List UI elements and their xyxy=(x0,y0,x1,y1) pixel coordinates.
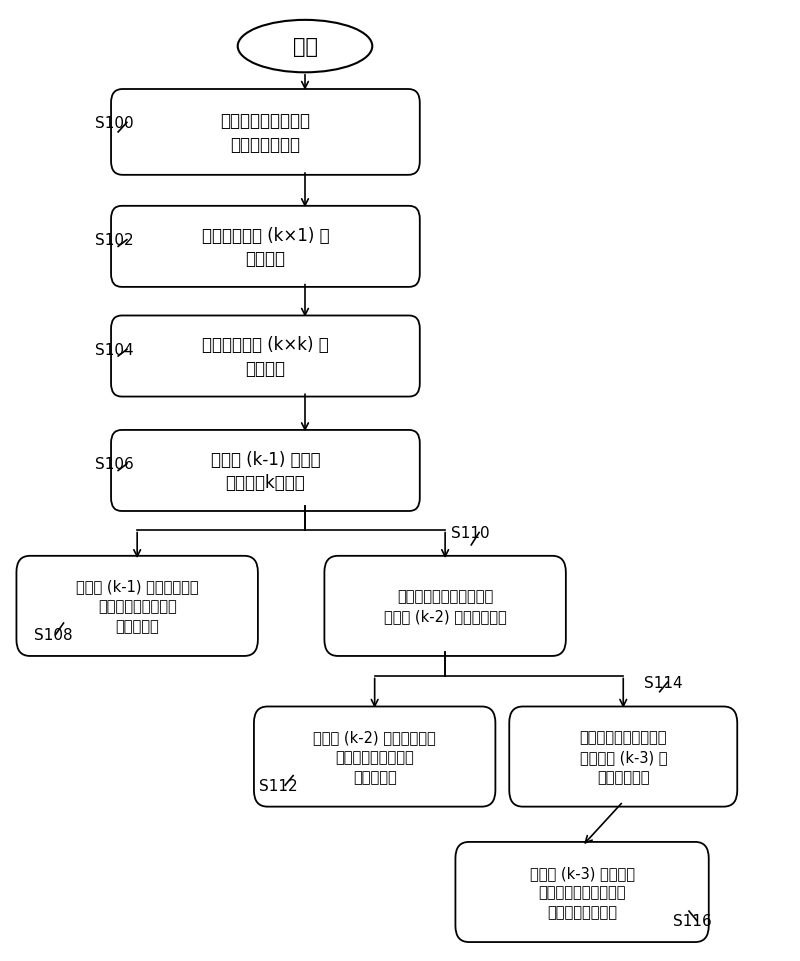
Text: S110: S110 xyxy=(451,526,490,540)
Text: 设定一记忆空间用以
储存一位置命令: 设定一记忆空间用以 储存一位置命令 xyxy=(221,112,310,154)
FancyBboxPatch shape xyxy=(111,316,420,397)
FancyBboxPatch shape xyxy=(111,431,420,511)
FancyBboxPatch shape xyxy=(17,556,258,656)
Text: S108: S108 xyxy=(34,628,73,642)
Text: 开始: 开始 xyxy=(293,37,318,57)
FancyBboxPatch shape xyxy=(111,207,420,287)
Text: S114: S114 xyxy=(644,675,682,690)
FancyBboxPatch shape xyxy=(455,842,709,942)
Text: S104: S104 xyxy=(95,342,134,357)
Text: S116: S116 xyxy=(673,913,712,928)
Text: S112: S112 xyxy=(259,777,298,793)
Text: 读取一维度为 (k×k) 的
转换矩阵: 读取一维度为 (k×k) 的 转换矩阵 xyxy=(202,336,329,378)
Text: 一次微分该速度多项式
以求得一 (k-3) 次
加速度多项式: 一次微分该速度多项式 以求得一 (k-3) 次 加速度多项式 xyxy=(579,729,667,784)
Text: S106: S106 xyxy=(95,456,134,472)
Text: 利用该 (k-1) 次位置多项式
及该些系数求得多个
位置差补点: 利用该 (k-1) 次位置多项式 及该些系数求得多个 位置差补点 xyxy=(76,579,198,633)
FancyBboxPatch shape xyxy=(324,556,566,656)
FancyBboxPatch shape xyxy=(254,706,495,807)
Text: 利用该 (k-3) 次加速度
多项式及该些系数求得
多个加速度差补点: 利用该 (k-3) 次加速度 多项式及该些系数求得 多个加速度差补点 xyxy=(530,865,634,920)
Text: 读取一维度为 (k×1) 的
位置矩阵: 读取一维度为 (k×1) 的 位置矩阵 xyxy=(202,227,330,268)
Ellipse shape xyxy=(238,21,372,73)
Text: S102: S102 xyxy=(95,233,134,248)
Text: 一次微分该位置多项式以
求得一 (k-2) 次速度多项式: 一次微分该位置多项式以 求得一 (k-2) 次速度多项式 xyxy=(384,589,506,624)
Text: 计算该 (k-1) 次位置
多项式的k个系数: 计算该 (k-1) 次位置 多项式的k个系数 xyxy=(210,450,320,492)
Text: 利用该 (k-2) 次速度多项式
及该些系数求得多个
速度差补点: 利用该 (k-2) 次速度多项式 及该些系数求得多个 速度差补点 xyxy=(314,729,436,784)
FancyBboxPatch shape xyxy=(510,706,738,807)
FancyBboxPatch shape xyxy=(111,90,420,176)
Text: S100: S100 xyxy=(95,115,134,131)
